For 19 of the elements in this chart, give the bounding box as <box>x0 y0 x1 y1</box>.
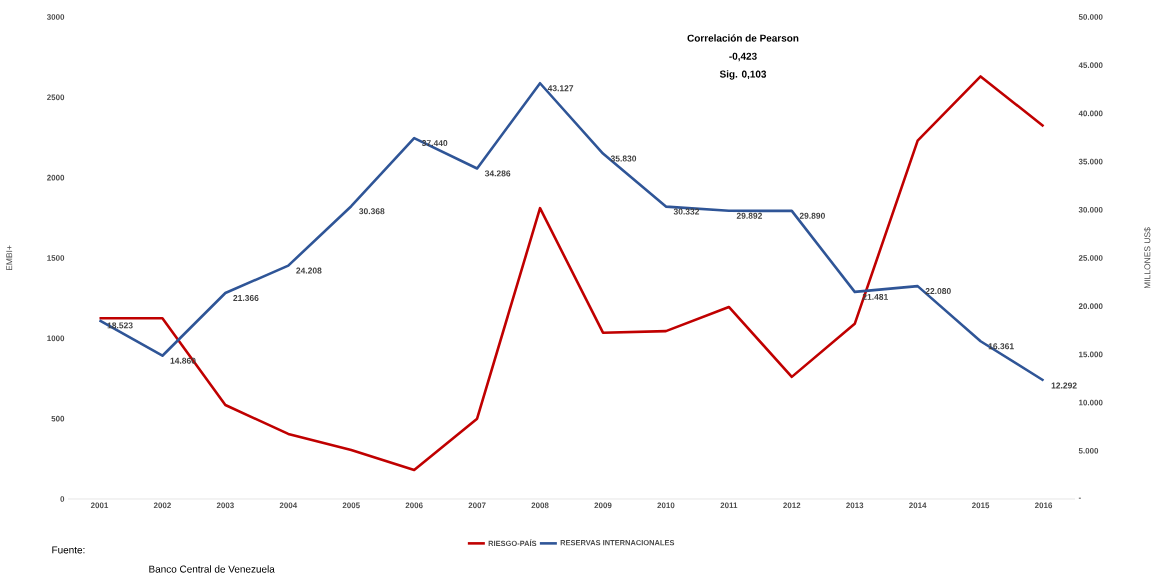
data-label: 22.080 <box>925 288 951 295</box>
line-series <box>98 81 1045 382</box>
data-label: 29.892 <box>736 212 763 219</box>
data-label: 43.127 <box>547 85 574 92</box>
annotation: Sig. 0,103 <box>719 70 767 80</box>
data-label: 24.208 <box>296 267 322 274</box>
data-label: 34.286 <box>484 170 511 177</box>
data-label: 12.292 <box>1051 382 1077 389</box>
y2-axis-title: MILLONES US$ <box>1143 227 1151 289</box>
annotation: -0,423 <box>729 52 757 62</box>
data-label: 35.830 <box>610 155 637 162</box>
data-label: 21.366 <box>233 295 259 301</box>
data-label: 30.332 <box>673 208 700 215</box>
data-label: 30.368 <box>359 208 385 215</box>
data-label: 29.890 <box>799 212 825 219</box>
text: Banco Central de Venezuela <box>149 565 275 573</box>
annotation: Correlación de Pearson <box>687 34 799 42</box>
source-note: Fuente: <box>52 546 85 554</box>
y-axis-title: EMBI+ <box>6 245 13 271</box>
